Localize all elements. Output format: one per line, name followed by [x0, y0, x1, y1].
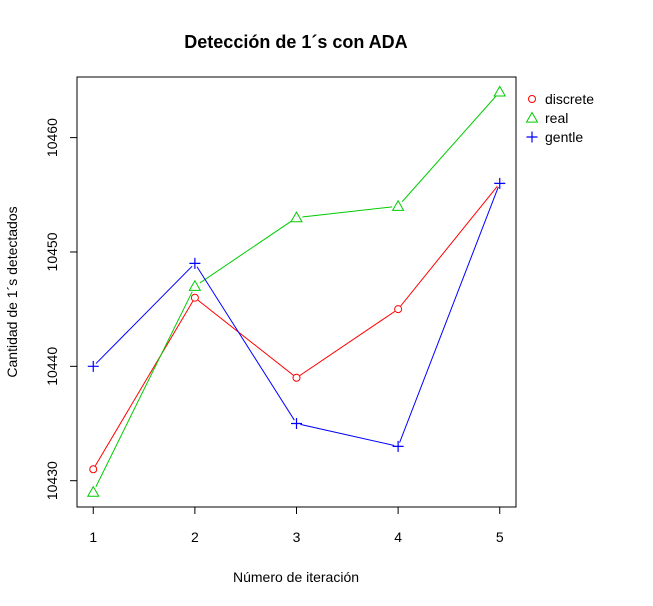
- x-axis: 1 2 3 4 5: [89, 506, 504, 545]
- x-tick-label: 1: [89, 529, 97, 545]
- marker-background: [188, 280, 201, 293]
- marker-background: [392, 200, 405, 213]
- y-tick-label: 10460: [44, 118, 60, 157]
- data-point-discrete: [394, 305, 403, 314]
- legend-marker-real: [525, 111, 539, 123]
- plot-frame: [76, 76, 517, 508]
- data-point-real: [86, 485, 100, 497]
- data-point-real: [493, 85, 507, 97]
- legend-item-real: real: [525, 110, 568, 126]
- marker-background: [493, 85, 506, 98]
- y-tick-label: 10450: [44, 232, 60, 271]
- legend-label: gentle: [545, 129, 583, 145]
- y-tick-label: 10440: [44, 347, 60, 386]
- series-real: [86, 85, 507, 499]
- data-point-real: [391, 199, 405, 211]
- legend-label: real: [545, 110, 568, 126]
- chart-title: Detección de 1´s con ADA: [184, 32, 407, 52]
- data-point-discrete: [190, 293, 199, 302]
- series-layer: [86, 85, 507, 499]
- legend-marker-gentle: [526, 131, 538, 143]
- data-point-gentle: [494, 177, 506, 189]
- data-point-gentle: [392, 440, 404, 452]
- y-tick-label: 10430: [44, 461, 60, 500]
- series-line-real: [92, 91, 501, 493]
- marker-background: [290, 211, 303, 224]
- data-point-real: [290, 211, 303, 223]
- data-point-gentle: [291, 418, 302, 430]
- data-point-gentle: [189, 257, 201, 269]
- legend-item-gentle: gentle: [526, 129, 583, 145]
- x-tick-label: 4: [394, 529, 402, 545]
- data-point-discrete: [89, 465, 98, 474]
- marker-background: [87, 486, 100, 499]
- data-point-discrete: [292, 373, 301, 382]
- data-point-gentle: [87, 360, 99, 372]
- legend-marker-discrete: [528, 95, 536, 103]
- x-axis-label: Número de iteración: [233, 569, 359, 585]
- x-tick-label: 2: [191, 529, 199, 545]
- legend-label: discrete: [545, 91, 594, 107]
- legend-item-discrete: discrete: [528, 91, 594, 107]
- legend: discrete real gentle: [525, 91, 594, 145]
- y-axis: 10430 10440 10450 10460: [44, 118, 78, 500]
- series-gentle: [87, 177, 506, 452]
- y-axis-label: Cantidad de 1´s detectados: [4, 206, 20, 377]
- x-tick-label: 3: [293, 529, 301, 545]
- data-point-real: [188, 279, 202, 291]
- x-tick-label: 5: [496, 529, 504, 545]
